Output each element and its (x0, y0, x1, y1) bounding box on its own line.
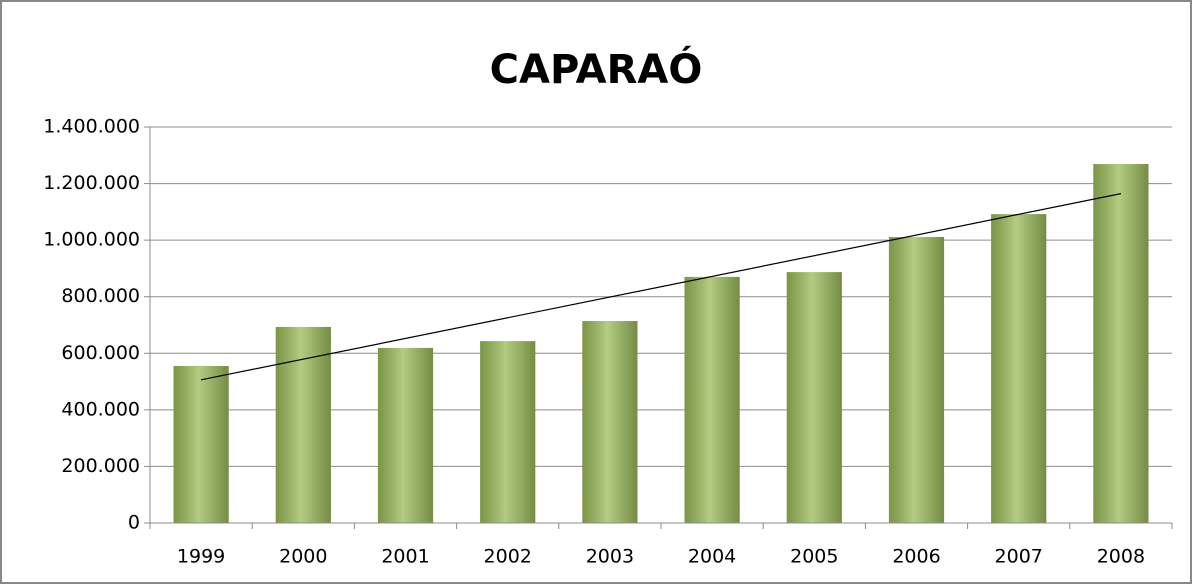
bar-shade (991, 214, 1047, 523)
y-tick-label: 1.400.000 (43, 116, 140, 138)
x-tick-label: 2006 (892, 546, 940, 568)
y-tick-label: 400.000 (61, 398, 140, 420)
y-tick-label: 1.000.000 (43, 229, 140, 251)
bar-shade (786, 272, 842, 523)
x-tick-label: 2004 (688, 546, 736, 568)
bar-shade (173, 366, 229, 523)
y-tick-label: 0 (128, 512, 140, 534)
y-tick-label: 200.000 (61, 455, 140, 477)
x-tick-label: 2002 (484, 546, 532, 568)
y-tick-label: 600.000 (61, 342, 140, 364)
bar-shade (582, 321, 638, 523)
x-tick-label: 2000 (279, 546, 327, 568)
x-tick-label: 2008 (1097, 546, 1145, 568)
bar-shade (480, 341, 536, 523)
bar-shade (377, 347, 434, 523)
trend-line (200, 193, 1122, 381)
bar-shade (1093, 164, 1149, 523)
bar-shade (888, 237, 945, 523)
x-tick-label: 2001 (381, 546, 429, 568)
x-tick-label: 2007 (995, 546, 1043, 568)
x-tick-label: 1999 (177, 546, 225, 568)
x-tick-label: 2003 (586, 546, 634, 568)
chart-title: CAPARAÓ (490, 45, 703, 93)
x-tick-label: 2005 (790, 546, 838, 568)
bar-shade (684, 276, 740, 523)
y-tick-label: 1.200.000 (43, 172, 140, 194)
bar-shade (275, 326, 331, 523)
y-tick-label: 800.000 (61, 285, 140, 307)
